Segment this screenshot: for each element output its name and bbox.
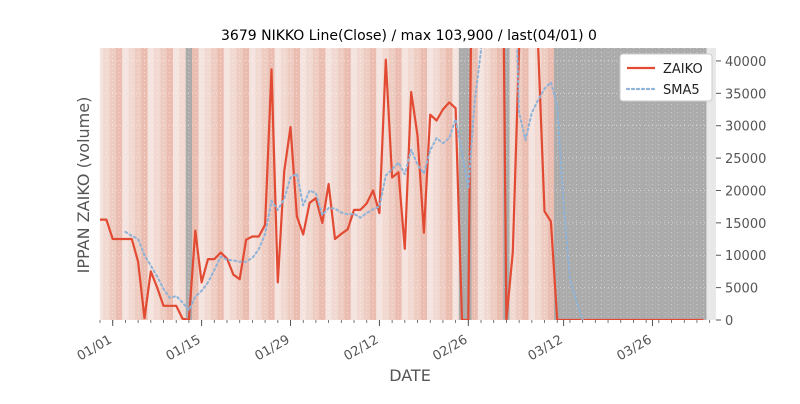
chart-title: 3679 NIKKO Line(Close) / max 103,900 / l… (221, 28, 597, 44)
y-tick-label: 10000 (725, 249, 766, 264)
legend: ZAIKO SMA5 (620, 54, 712, 101)
x-axis-label: DATE (389, 366, 431, 385)
x-tick-label: 03/12 (526, 332, 566, 364)
x-tick-label: 02/12 (341, 332, 381, 364)
x-tick-label: 01/01 (75, 332, 115, 364)
y-tick-label: 15000 (725, 217, 766, 232)
y-tick-label: 0 (725, 314, 733, 329)
y-tick-label: 25000 (725, 152, 766, 167)
y-tick-label: 5000 (725, 282, 758, 297)
x-tick-label: 02/26 (430, 332, 470, 364)
y-tick-label: 30000 (725, 120, 766, 135)
y-tick-label: 40000 (725, 55, 766, 70)
legend-label-zaiko: ZAIKO (663, 62, 703, 77)
x-tick-label: 01/29 (253, 332, 293, 364)
shade-band (100, 48, 103, 320)
x-tick-label: 03/26 (615, 332, 655, 364)
y-tick-label: 20000 (725, 184, 766, 199)
y-axis-label: IPPAN ZAIKO (volume) (74, 97, 93, 274)
x-tick-label: 01/15 (164, 332, 204, 364)
y-tick-label: 35000 (725, 87, 766, 102)
legend-label-sma5: SMA5 (663, 83, 700, 98)
